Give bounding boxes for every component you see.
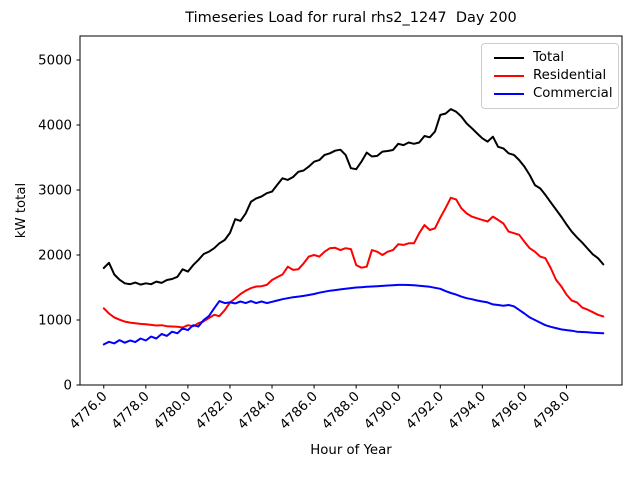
legend-label-commercial: Commercial [533, 86, 613, 101]
x-tick-label: 4786.0 [277, 389, 321, 433]
y-tick-label: 0 [64, 379, 72, 394]
legend-row-commercial: Commercial [482, 85, 618, 103]
legend-line-swatch-residential [494, 75, 524, 77]
legend-line-swatch-commercial [494, 93, 524, 95]
y-axis-label: kW total [14, 182, 30, 238]
legend-label-residential: Residential [533, 68, 607, 83]
x-tick-label: 4778.0 [109, 389, 153, 433]
legend-row-total: Total [482, 49, 618, 67]
legend-line-swatch-total [494, 57, 524, 59]
chart-title: Timeseries Load for rural rhs2_1247 Day … [185, 10, 517, 26]
x-tick-label: 4784.0 [235, 389, 279, 433]
y-tick-label: 4000 [38, 118, 72, 133]
x-tick-label: 4776.0 [67, 389, 111, 433]
x-tick-label: 4782.0 [193, 389, 237, 433]
legend: Total Residential Commercial [481, 43, 619, 109]
x-axis-label: Hour of Year [310, 443, 392, 458]
legend-row-residential: Residential [482, 67, 618, 85]
x-tick-label: 4794.0 [446, 389, 490, 433]
series-line-commercial [102, 283, 605, 346]
x-tick-label: 4780.0 [151, 389, 195, 433]
x-tick-label: 4790.0 [362, 389, 406, 433]
x-tick-label: 4796.0 [488, 389, 532, 433]
axes-frame [79, 35, 623, 386]
series-line-residential [102, 196, 605, 329]
y-tick-label: 2000 [38, 248, 72, 263]
x-tick-label: 4788.0 [319, 389, 363, 433]
y-tick-label: 3000 [38, 183, 72, 198]
y-tick-label: 5000 [38, 53, 72, 68]
series-line-total [102, 108, 605, 286]
x-tick-label: 4798.0 [530, 389, 574, 433]
legend-label-total: Total [533, 50, 565, 65]
x-tick-label: 4792.0 [404, 389, 448, 433]
y-tick-label: 1000 [38, 313, 72, 328]
